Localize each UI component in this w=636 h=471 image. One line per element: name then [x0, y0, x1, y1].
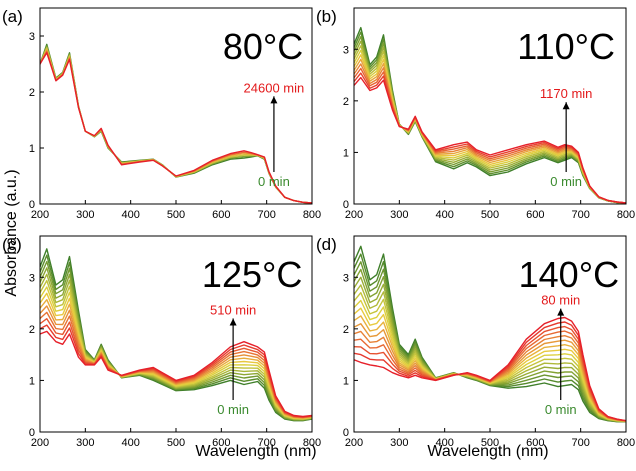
x-tick-label: 600	[212, 209, 230, 221]
x-tick-label: 200	[31, 209, 49, 221]
panel-b: 200 300 400 500 600 700 800 0 1 2 3 (b) 110°C 1170 mi…	[316, 7, 635, 221]
spectra-group	[354, 26, 626, 204]
end-time-label: 510 min	[210, 302, 256, 317]
x-tick-label: 400	[121, 209, 139, 221]
start-time-label: 0 min	[550, 174, 582, 189]
y-tick-label: 3	[343, 272, 349, 284]
y-tick-label: 2	[343, 324, 349, 336]
temperature-title: 125°C	[202, 254, 302, 295]
x-tick-label: 800	[303, 437, 321, 449]
x-tick-label: 700	[257, 209, 275, 221]
y-tick-label: 0	[343, 199, 349, 211]
y-tick-label: 1	[343, 375, 349, 387]
y-tick-label: 1	[343, 147, 349, 159]
y-tick-label: 3	[343, 44, 349, 56]
spectra-group	[354, 245, 626, 423]
x-tick-label: 800	[303, 209, 321, 221]
spectrum-line	[40, 52, 312, 204]
x-tick-label: 700	[257, 437, 275, 449]
x-tick-label: 300	[390, 437, 408, 449]
spectra-group	[40, 248, 312, 422]
spectra-group	[40, 43, 312, 204]
x-tick-label: 200	[345, 437, 363, 449]
end-time-label: 1170 min	[540, 86, 593, 101]
end-time-label: 80 min	[541, 293, 580, 308]
panel-label: (d)	[316, 235, 337, 254]
y-axis-label: Absorbance (a.u.)	[3, 169, 20, 296]
y-tick-label: 3	[29, 272, 35, 284]
start-time-label: 0 min	[545, 402, 577, 417]
y-tick-label: 0	[29, 427, 35, 439]
x-tick-label: 500	[481, 209, 499, 221]
spectrum-line	[354, 76, 626, 204]
y-tick-label: 2	[343, 96, 349, 108]
x-tick-label: 600	[526, 437, 544, 449]
x-tick-label: 700	[571, 437, 589, 449]
y-tick-label: 0	[29, 199, 35, 211]
spectrum-line	[354, 63, 626, 204]
x-tick-label: 800	[617, 437, 635, 449]
temperature-title: 80°C	[223, 26, 303, 67]
spectrum-line	[40, 330, 312, 418]
y-tick-label: 1	[29, 375, 35, 387]
arrow-head	[270, 96, 278, 104]
panel-label: (b)	[316, 7, 337, 26]
x-tick-label: 400	[121, 437, 139, 449]
spectrum-line	[40, 260, 312, 421]
arrow-head	[557, 308, 565, 316]
start-time-label: 0 min	[217, 402, 249, 417]
panel-label: (c)	[2, 235, 22, 254]
x-tick-label: 500	[167, 437, 185, 449]
arrow-head	[562, 102, 570, 110]
x-tick-label: 200	[31, 437, 49, 449]
panel-d: 200 300 400 500 600 700 800 0 1 2 3 (d) 140°C80 min 0…	[316, 235, 635, 449]
x-tick-label: 500	[481, 437, 499, 449]
x-tick-label: 200	[345, 209, 363, 221]
x-axis-label-right: Wavelength (nm)	[427, 443, 548, 460]
spectrum-line	[354, 45, 626, 204]
y-tick-label: 2	[29, 324, 35, 336]
x-tick-label: 800	[617, 209, 635, 221]
x-axis-label: Wavelength (nm)	[195, 443, 316, 460]
x-tick-label: 400	[435, 437, 453, 449]
x-tick-label: 600	[526, 209, 544, 221]
y-tick-label: 1	[29, 143, 35, 155]
x-tick-label: 400	[435, 209, 453, 221]
end-time-label: 24600 min	[244, 80, 305, 95]
arrow-head	[229, 318, 237, 326]
x-tick-label: 700	[571, 209, 589, 221]
x-tick-label: 300	[76, 437, 94, 449]
spectrum-line	[354, 316, 626, 422]
temperature-title: 140°C	[519, 254, 619, 295]
temperature-title: 110°C	[517, 26, 615, 67]
x-tick-label: 500	[167, 209, 185, 221]
spectrum-line	[40, 254, 312, 421]
spectrum-line	[40, 248, 312, 422]
y-tick-label: 3	[29, 31, 35, 43]
panel-c: 200 300 400 500 600 700 800 0 1 2 3 (c) 125°C 510 min…	[2, 235, 321, 449]
start-time-label: 0 min	[258, 174, 290, 189]
panel-a: 200 300 400 500 600 700 800 0 1 2 3 (a) 80°C 24600 mi…	[2, 7, 321, 221]
x-tick-label: 300	[390, 209, 408, 221]
y-tick-label: 2	[29, 87, 35, 99]
panel-label: (a)	[2, 7, 23, 26]
x-tick-label: 300	[76, 209, 94, 221]
y-tick-label: 0	[343, 427, 349, 439]
x-tick-label: 600	[212, 437, 230, 449]
